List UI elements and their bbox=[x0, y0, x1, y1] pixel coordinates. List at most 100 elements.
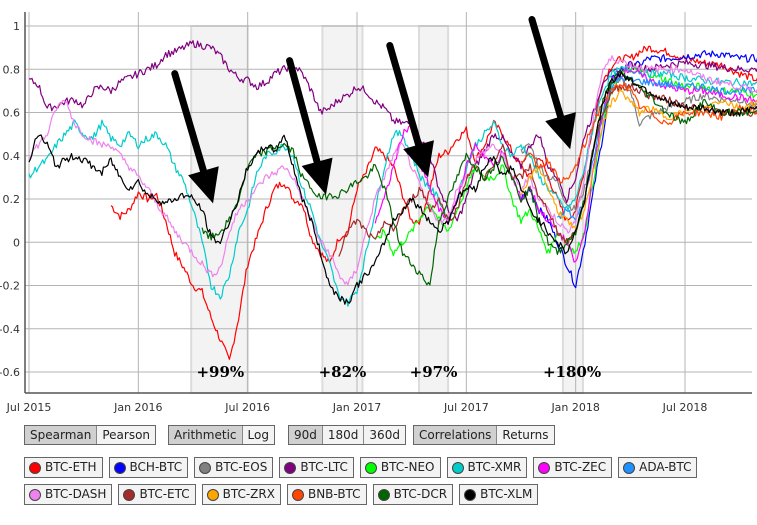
gridlines bbox=[25, 12, 752, 393]
legend-item-btc-eos[interactable]: BTC-EOS bbox=[194, 457, 274, 478]
correlation-chart: 1 0.8 0.6 0.4 0.2 0 -0.2 -0.4 -0.6 Jul 2015 Jan 2… bbox=[0, 12, 757, 414]
color-swatch-icon bbox=[464, 488, 477, 501]
series-line-btc-xlm bbox=[28, 71, 757, 305]
color-swatch-icon bbox=[538, 461, 551, 474]
arrow-shaft bbox=[286, 57, 321, 166]
axes bbox=[24, 12, 752, 394]
y-tick-label: 0 bbox=[13, 236, 20, 249]
legend-label: BTC-DCR bbox=[393, 487, 448, 501]
returns-button[interactable]: Returns bbox=[497, 426, 554, 444]
correlations-button[interactable]: Correlations bbox=[414, 426, 498, 444]
legend-item-btc-zec[interactable]: BTC-ZEC bbox=[533, 457, 613, 478]
log-button[interactable]: Log bbox=[242, 426, 274, 444]
view-toggle: Correlations Returns bbox=[413, 425, 555, 445]
arrow bbox=[386, 41, 434, 178]
gain-annotation: +82% bbox=[319, 363, 367, 381]
series-line-btc-zec bbox=[374, 67, 757, 263]
color-swatch-icon bbox=[199, 461, 212, 474]
arithmetic-button[interactable]: Arithmetic bbox=[169, 426, 243, 444]
legend-label: BTC-LTC bbox=[300, 460, 348, 474]
shaded-period bbox=[321, 25, 364, 394]
color-swatch-icon bbox=[364, 461, 377, 474]
legend-label: BTC-NEO bbox=[380, 460, 435, 474]
series-line-ada-btc bbox=[557, 75, 757, 222]
arrow-shaft bbox=[528, 16, 565, 121]
color-swatch-icon bbox=[206, 488, 219, 501]
arrows bbox=[171, 16, 576, 204]
legend-label: BTC-ZRX bbox=[222, 487, 275, 501]
arrow-head bbox=[188, 166, 219, 204]
x-tick-labels: Jul 2015 Jan 2016 Jul 2016 Jan 2017 Jul 2017… bbox=[6, 401, 708, 414]
legend-item-bch-btc[interactable]: BCH-BTC bbox=[108, 457, 189, 478]
legend-label: BTC-ETC bbox=[139, 487, 190, 501]
x-tick-label: Jul 2016 bbox=[224, 401, 270, 414]
color-swatch-icon bbox=[377, 488, 390, 501]
legend-label: BTC-XMR bbox=[467, 460, 522, 474]
legend-label: BTC-ZEC bbox=[554, 460, 607, 474]
legend-label: BNB-BTC bbox=[307, 487, 361, 501]
legend-item-btc-eth[interactable]: BTC-ETH bbox=[24, 457, 103, 478]
arrow-head bbox=[301, 157, 333, 195]
color-swatch-icon bbox=[123, 488, 136, 501]
gain-annotation: +99% bbox=[196, 363, 244, 381]
legend-item-btc-ltc[interactable]: BTC-LTC bbox=[279, 457, 354, 478]
series-line-btc-dcr bbox=[201, 70, 757, 286]
legend-item-ada-btc[interactable]: ADA-BTC bbox=[618, 457, 698, 478]
window-90d-button[interactable]: 90d bbox=[289, 426, 323, 444]
y-tick-label: -0.6 bbox=[0, 366, 20, 379]
window-180d-button[interactable]: 180d bbox=[322, 426, 365, 444]
legend-item-bnb-btc[interactable]: BNB-BTC bbox=[286, 484, 367, 505]
legend-item-btc-dcr[interactable]: BTC-DCR bbox=[372, 484, 454, 505]
arrow bbox=[286, 57, 333, 195]
color-swatch-icon bbox=[451, 461, 464, 474]
legend-label: BTC-ETH bbox=[45, 460, 97, 474]
arrow bbox=[528, 16, 576, 150]
arrow-shaft bbox=[171, 70, 207, 175]
color-swatch-icon bbox=[113, 461, 126, 474]
color-swatch-icon bbox=[29, 488, 41, 501]
color-swatch-icon bbox=[284, 461, 297, 474]
y-tick-label: 1 bbox=[13, 20, 20, 33]
legend-label: BTC-DASH bbox=[45, 487, 107, 501]
legend-item-btc-zrx[interactable]: BTC-ZRX bbox=[201, 484, 281, 505]
y-tick-label: -0.4 bbox=[0, 323, 20, 336]
x-tick-label: Jan 2018 bbox=[550, 401, 599, 414]
pearson-button[interactable]: Pearson bbox=[97, 426, 156, 444]
legend-item-btc-xlm[interactable]: BTC-XLM bbox=[459, 484, 539, 505]
legend-item-btc-xmr[interactable]: BTC-XMR bbox=[446, 457, 528, 478]
scale-toggle: Arithmetic Log bbox=[168, 425, 275, 445]
window-toggle: 90d 180d 360d bbox=[288, 425, 406, 445]
arrow-head bbox=[545, 112, 576, 150]
series-line-btc-xmr bbox=[28, 65, 757, 307]
series-line-btc-dash bbox=[28, 55, 757, 286]
legend-label: BTC-XLM bbox=[480, 487, 533, 501]
method-toggle: Spearman Pearson bbox=[24, 425, 157, 445]
legend-label: BTC-EOS bbox=[215, 460, 268, 474]
legend-item-btc-etc[interactable]: BTC-ETC bbox=[118, 484, 196, 505]
arrow-head bbox=[403, 140, 434, 178]
x-tick-label: Jan 2017 bbox=[332, 401, 381, 414]
x-tick-label: Jan 2016 bbox=[113, 401, 162, 414]
color-swatch-icon bbox=[291, 488, 304, 501]
gain-annotation: +180% bbox=[543, 363, 601, 381]
y-tick-label: 0.6 bbox=[3, 107, 21, 120]
legend-label: BCH-BTC bbox=[129, 460, 183, 474]
legend-item-btc-dash[interactable]: BTC-DASH bbox=[24, 484, 113, 505]
legend-item-btc-neo[interactable]: BTC-NEO bbox=[359, 457, 441, 478]
series-line-btc-eos bbox=[520, 77, 757, 212]
gain-annotation: +97% bbox=[410, 363, 458, 381]
spearman-button[interactable]: Spearman bbox=[25, 426, 98, 444]
y-tick-label: 0.4 bbox=[3, 150, 21, 163]
x-tick-label: Jul 2017 bbox=[443, 401, 489, 414]
series-line-btc-ltc bbox=[28, 40, 757, 222]
x-tick-label: Jul 2018 bbox=[662, 401, 708, 414]
window-360d-button[interactable]: 360d bbox=[364, 426, 405, 444]
y-tick-label: -0.2 bbox=[0, 280, 20, 293]
color-swatch-icon bbox=[29, 461, 41, 474]
series-line-bch-btc bbox=[520, 50, 757, 289]
y-tick-labels: 1 0.8 0.6 0.4 0.2 0 -0.2 -0.4 -0.6 bbox=[0, 20, 20, 379]
y-tick-label: 0.8 bbox=[3, 63, 21, 76]
arrow-shaft bbox=[386, 41, 423, 149]
color-swatch-icon bbox=[623, 461, 636, 474]
annotations: +99% +82% +97% +180% bbox=[196, 363, 601, 381]
